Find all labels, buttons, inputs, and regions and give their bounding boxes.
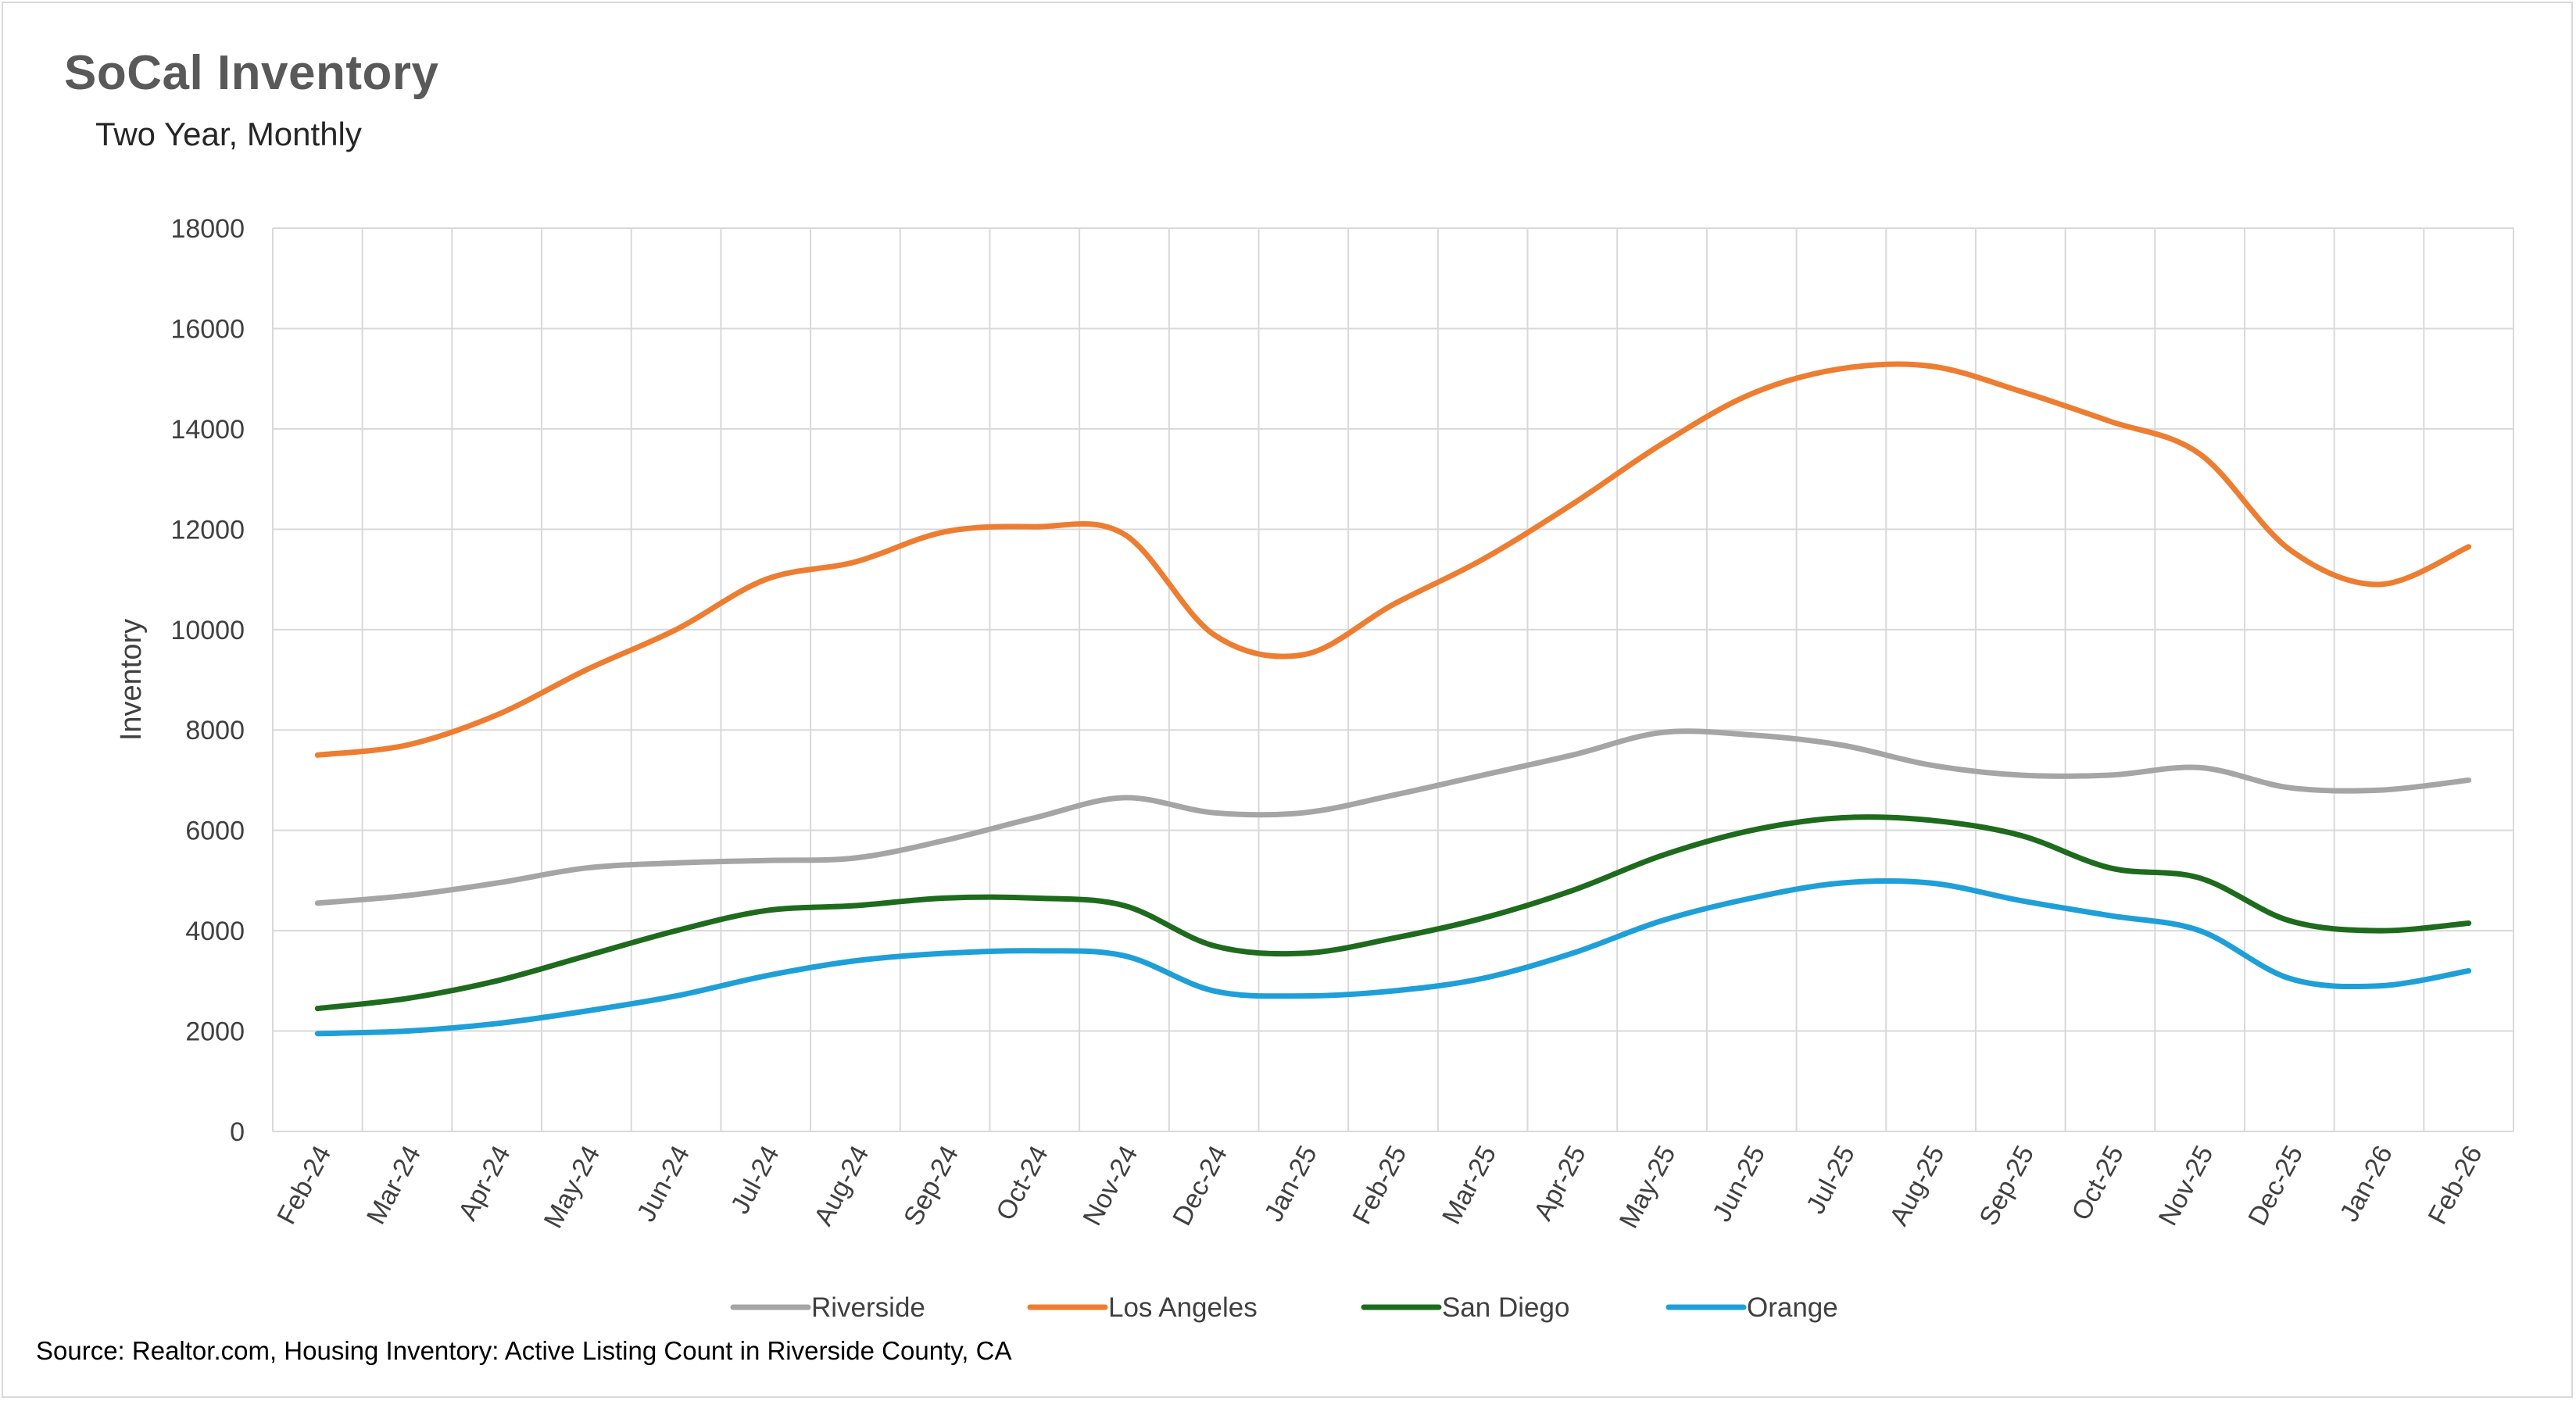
x-axis-ticks: Feb-24 Mar-24 Apr-24 May-24 Jun-24 Jul-24 Aug-… xyxy=(271,1141,2488,1233)
x-tick-label: Aug-25 xyxy=(1884,1141,1951,1231)
series-line-riverside xyxy=(314,728,2472,906)
x-tick-label: Jul-24 xyxy=(725,1141,785,1219)
x-tick-label: Oct-25 xyxy=(2066,1141,2129,1225)
legend-label-orange: Orange xyxy=(1747,1292,1838,1323)
x-tick-label: Nov-25 xyxy=(2153,1141,2220,1231)
y-tick-label: 14000 xyxy=(170,415,245,445)
x-tick-label: Mar-24 xyxy=(361,1141,427,1229)
legend-label-riverside: Riverside xyxy=(811,1292,925,1323)
series-lines xyxy=(314,361,2472,1037)
series-line-san-diego xyxy=(314,814,2472,1012)
x-tick-label: Oct-24 xyxy=(990,1141,1054,1225)
x-tick-label: Aug-24 xyxy=(808,1141,875,1231)
x-tick-label: Jan-26 xyxy=(2334,1141,2399,1227)
x-tick-label: May-24 xyxy=(538,1141,606,1233)
x-tick-label: Feb-24 xyxy=(271,1141,337,1229)
chart-subtitle: Two Year, Monthly xyxy=(95,116,362,152)
y-tick-label: 4000 xyxy=(185,917,245,946)
x-tick-label: Feb-26 xyxy=(2423,1141,2488,1229)
x-tick-label: Mar-25 xyxy=(1436,1141,1502,1229)
x-tick-label: Apr-25 xyxy=(1528,1141,1591,1225)
y-tick-label: 10000 xyxy=(170,616,245,645)
x-tick-label: Dec-25 xyxy=(2242,1141,2309,1231)
y-tick-label: 6000 xyxy=(185,817,245,846)
x-tick-label: Jul-25 xyxy=(1801,1141,1861,1219)
x-tick-label: May-25 xyxy=(1614,1141,1682,1233)
y-axis-label: Inventory xyxy=(115,619,148,741)
x-tick-label: Jan-25 xyxy=(1258,1141,1322,1227)
x-tick-label: Nov-24 xyxy=(1077,1141,1143,1231)
x-tick-label: Sep-24 xyxy=(898,1141,964,1231)
y-tick-label: 12000 xyxy=(170,515,245,545)
series-line-orange xyxy=(314,877,2472,1037)
y-axis-ticks: 0 2000 4000 6000 8000 10000 12000 14000 16000 180… xyxy=(170,214,245,1147)
y-tick-label: 8000 xyxy=(185,716,245,745)
y-tick-label: 16000 xyxy=(170,314,245,344)
y-tick-label: 0 xyxy=(230,1117,245,1147)
chart-title: SoCal Inventory xyxy=(64,46,439,100)
x-tick-label: Jun-24 xyxy=(631,1141,696,1227)
x-tick-label: Jun-25 xyxy=(1707,1141,1771,1227)
legend: Riverside Los Angeles San Diego Orange xyxy=(730,1292,1838,1323)
y-tick-label: 18000 xyxy=(170,214,245,244)
series-line-los-angeles xyxy=(314,361,2472,758)
gridlines xyxy=(272,227,2514,1132)
legend-label-los-angeles: Los Angeles xyxy=(1108,1292,1258,1323)
y-tick-label: 2000 xyxy=(185,1017,245,1047)
x-tick-label: Apr-24 xyxy=(453,1141,516,1225)
x-tick-label: Feb-25 xyxy=(1347,1141,1412,1229)
legend-label-san-diego: San Diego xyxy=(1442,1292,1569,1323)
x-tick-label: Dec-24 xyxy=(1167,1141,1233,1231)
source-note: Source: Realtor.com, Housing Inventory: … xyxy=(36,1336,1012,1365)
x-tick-label: Sep-25 xyxy=(1973,1141,2040,1231)
